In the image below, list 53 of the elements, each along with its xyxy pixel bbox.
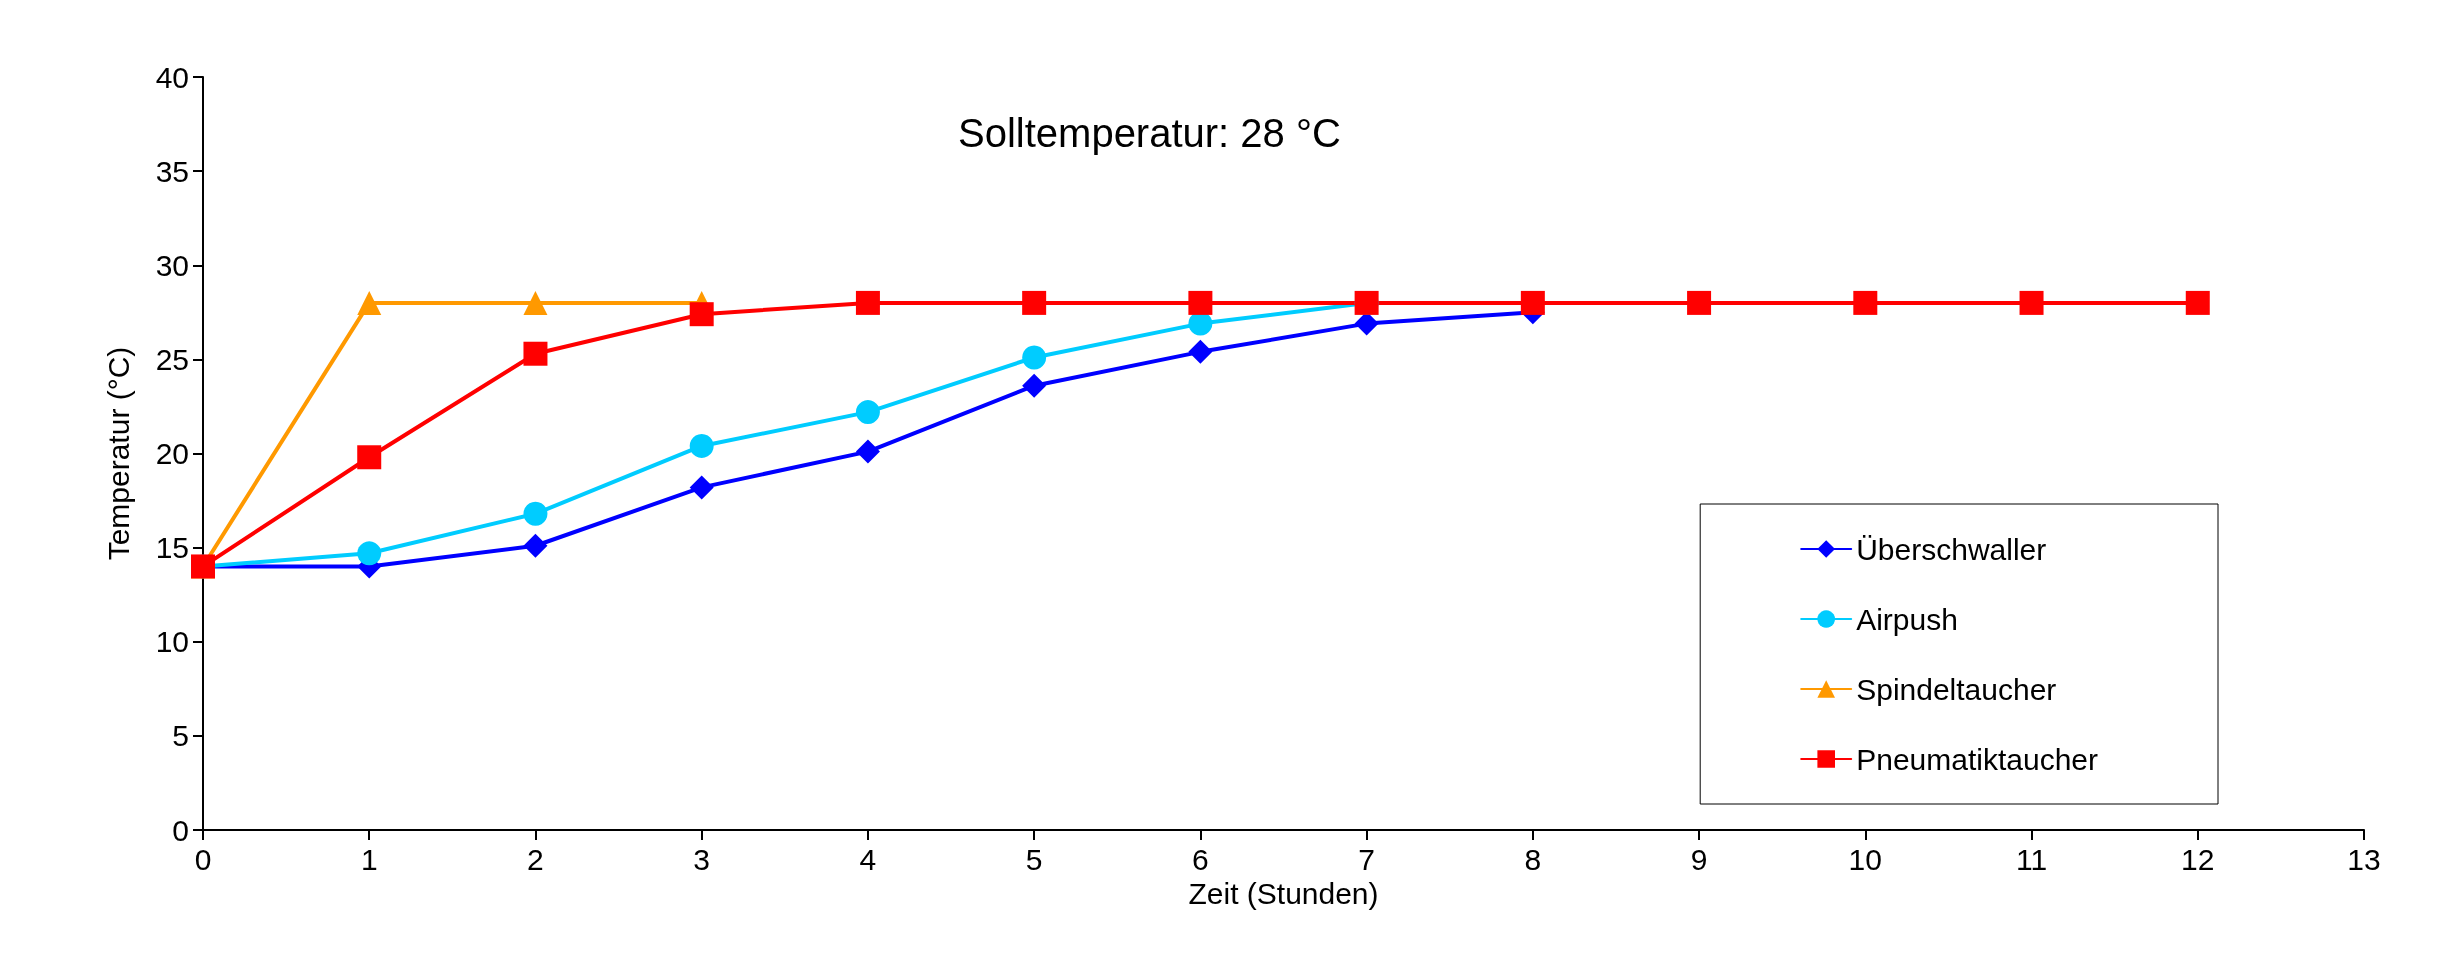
x-tick-label: 3 (693, 842, 711, 876)
y-tick-label: 25 (155, 342, 189, 376)
point (1520, 290, 1545, 315)
point (1687, 290, 1712, 315)
point (1022, 373, 1047, 398)
point (357, 445, 382, 470)
y-tick-label: 20 (155, 437, 189, 470)
y-tick-label: 0 (172, 813, 189, 847)
point (2185, 290, 2210, 315)
point (1188, 339, 1213, 364)
legend-label: Überschwaller (1856, 532, 2047, 566)
point (855, 400, 880, 425)
point (1188, 290, 1213, 315)
y-tick-label: 40 (155, 60, 189, 94)
y-tick-label: 15 (155, 531, 189, 565)
y-axis-title: Temperatur (°C) (101, 346, 135, 561)
point (1022, 345, 1047, 370)
x-tick-label: 8 (1524, 842, 1542, 876)
x-tick-label: 7 (1358, 842, 1375, 876)
x-tick-label: 13 (2347, 842, 2381, 876)
x-axis-title: Zeit (Stunden) (1188, 877, 1379, 911)
point (523, 533, 548, 558)
x-tick-label: 12 (2181, 842, 2215, 876)
y-tick-label: 10 (155, 625, 189, 659)
legend-label: Spindeltaucher (1856, 672, 2057, 706)
legend-label: Pneumatiktaucher (1856, 742, 2099, 776)
y-tick-label: 30 (155, 248, 189, 282)
point (689, 475, 714, 500)
point (689, 433, 714, 458)
text: Solltemperatur: 28 °C (958, 111, 1341, 155)
y-tick-label: 35 (155, 154, 189, 188)
point (523, 290, 548, 315)
point (523, 341, 548, 366)
point (855, 439, 880, 464)
legend-label: Airpush (1856, 602, 1958, 636)
x-tick-label: 5 (1025, 842, 1043, 876)
point (523, 501, 548, 526)
x-tick-label: 9 (1690, 842, 1708, 876)
point (1853, 290, 1878, 315)
x-tick-label: 10 (1848, 842, 1882, 876)
x-tick-label: 4 (859, 842, 877, 876)
x-tick-label: 6 (1192, 842, 1209, 876)
y-tick-label: 5 (172, 719, 189, 753)
point (689, 302, 714, 327)
point (1022, 290, 1047, 315)
x-tick-label: 11 (2015, 842, 2048, 876)
x-tick-label: 1 (360, 842, 378, 876)
point (357, 541, 382, 566)
point (357, 290, 382, 315)
x-tick-label: 2 (527, 842, 544, 876)
point (2019, 290, 2044, 315)
x-tick-label: 0 (194, 842, 212, 876)
point (855, 290, 880, 315)
